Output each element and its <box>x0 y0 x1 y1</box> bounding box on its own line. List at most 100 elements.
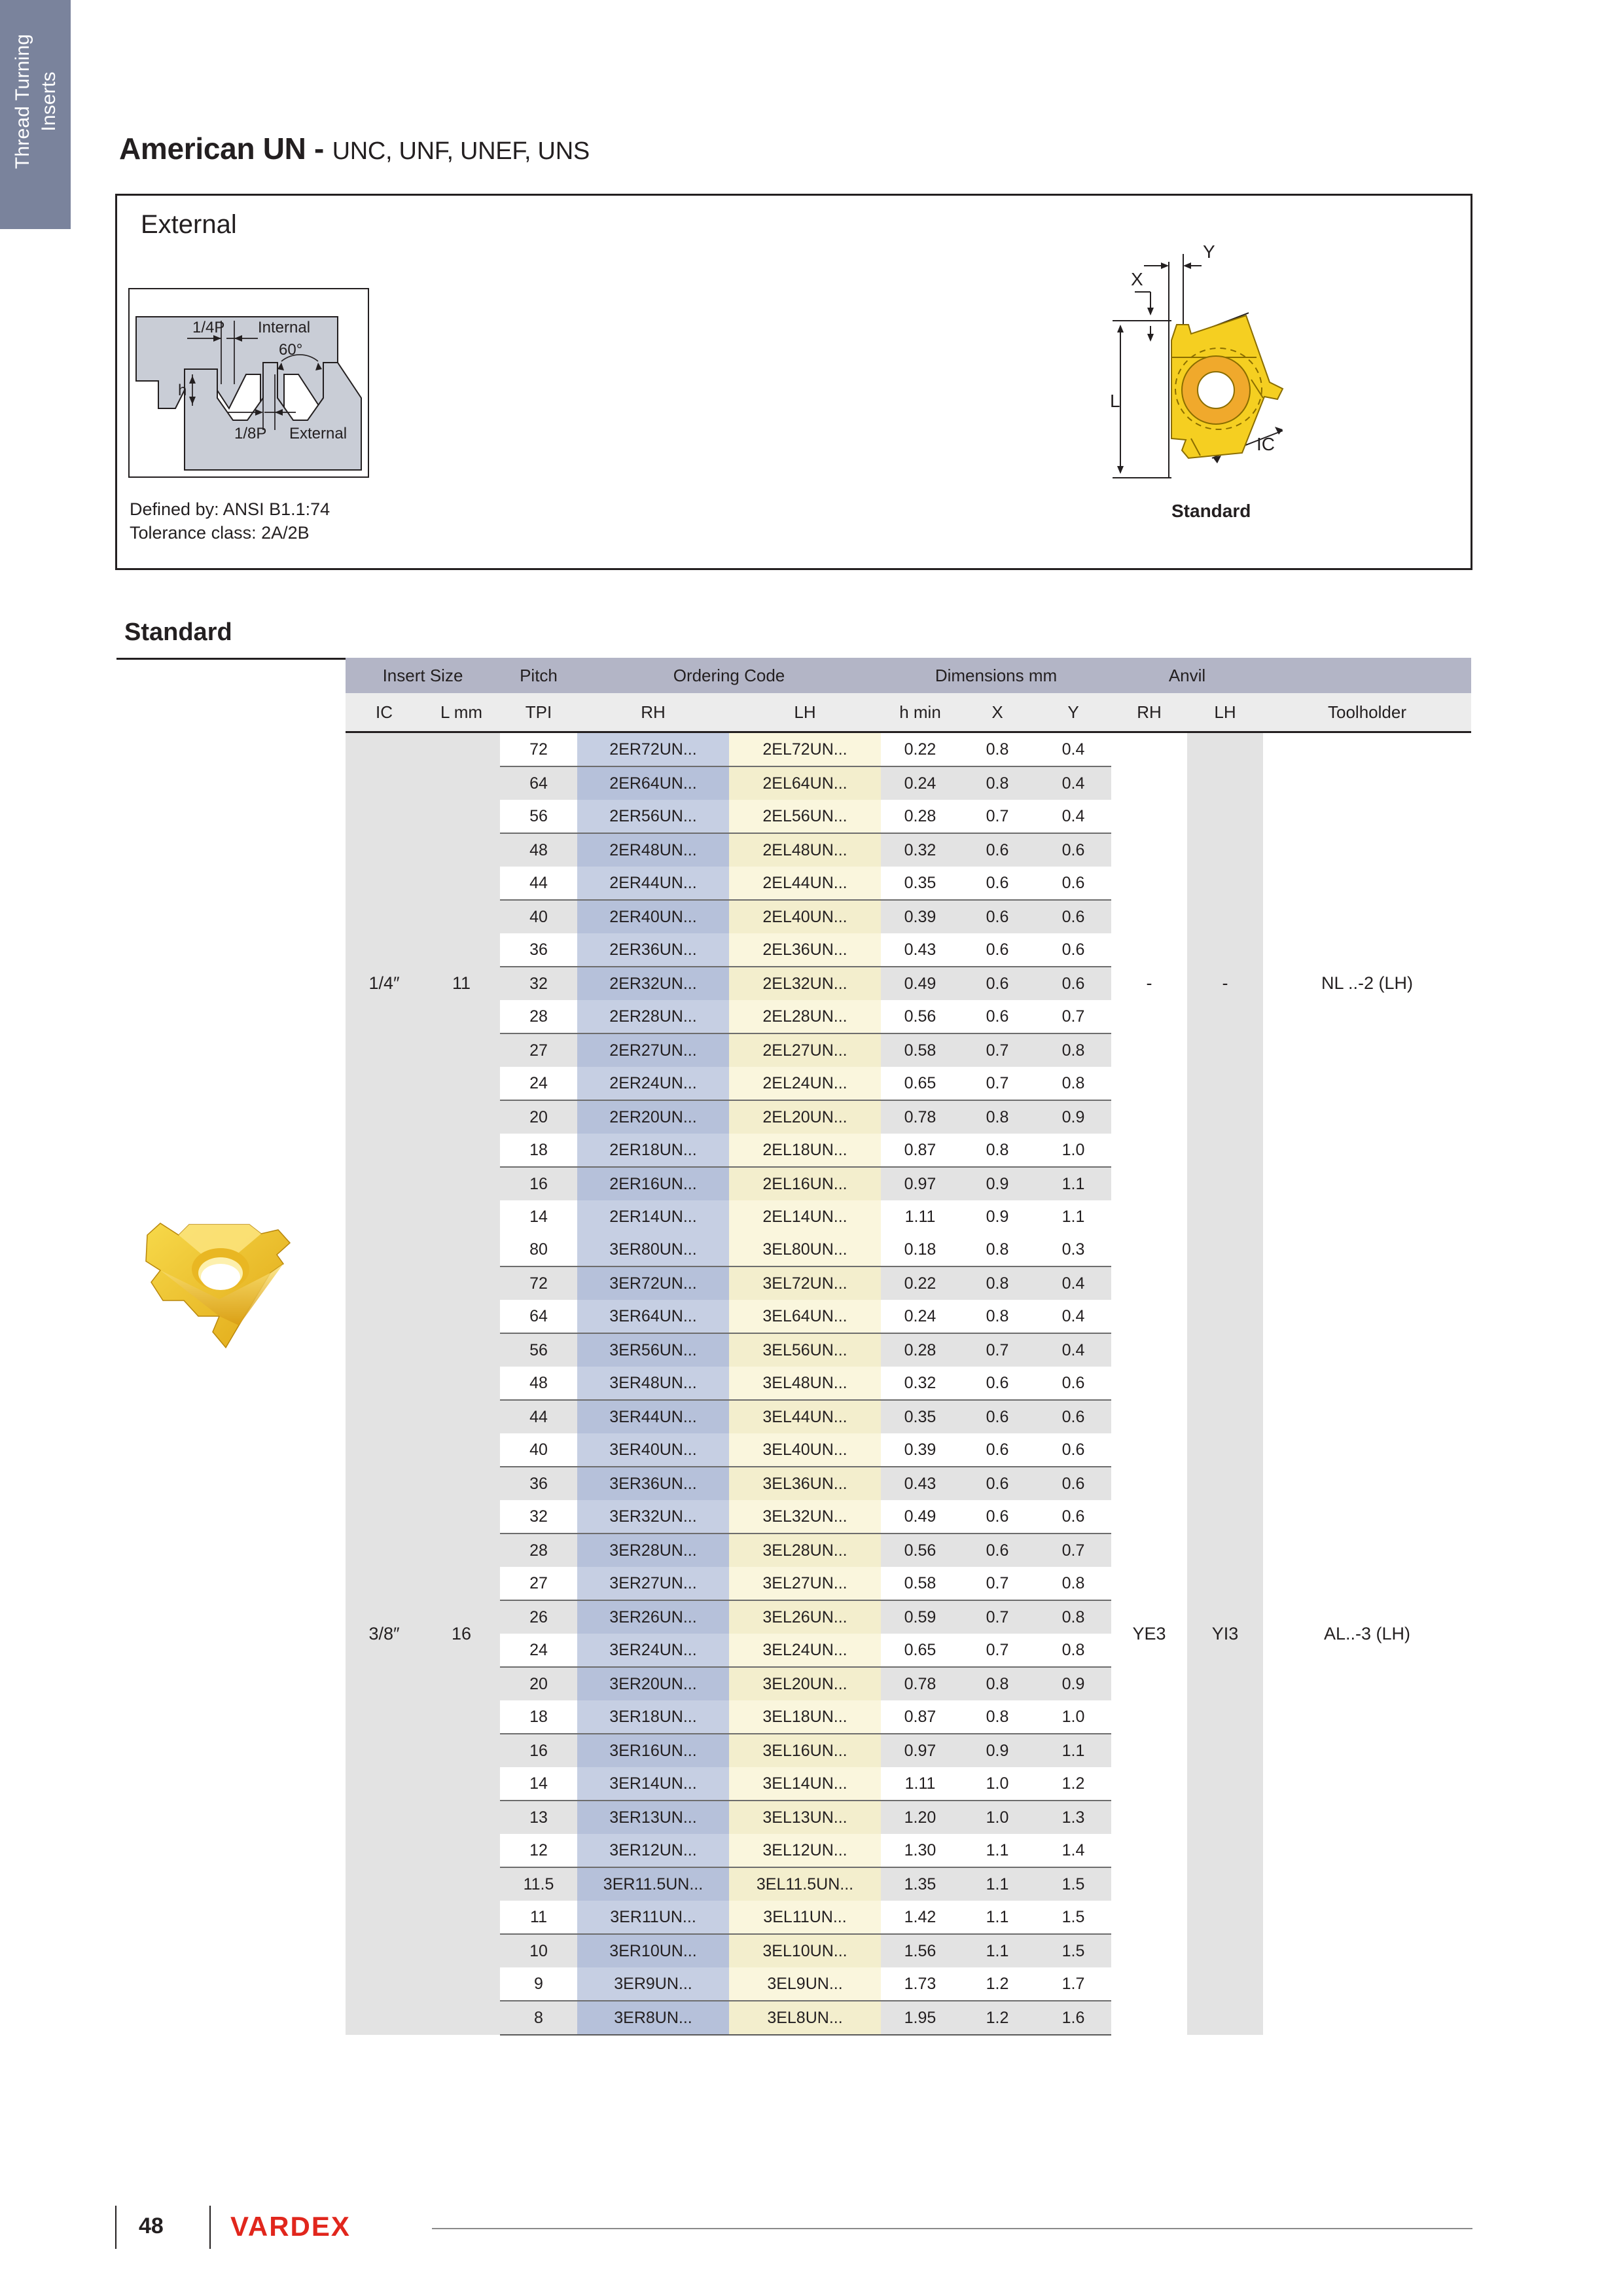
cell-ordering-code-lh: 2EL72UN... <box>729 732 881 767</box>
cell-ordering-code-rh: 3ER18UN... <box>577 1700 729 1734</box>
cell-tpi: 44 <box>500 867 577 901</box>
table-row: 72 3ER72UN... 3EL72UN... 0.22 0.8 0.4 <box>346 1266 1471 1300</box>
cell-ordering-code-rh: 3ER16UN... <box>577 1734 729 1767</box>
cell-dim-y: 0.6 <box>1035 867 1111 901</box>
table-row: 8 3ER8UN... 3EL8UN... 1.95 1.2 1.6 <box>346 2001 1471 2036</box>
table-row: 27 2ER27UN... 2EL27UN... 0.58 0.7 0.8 <box>346 1033 1471 1067</box>
table-row: 32 2ER32UN... 2EL32UN... 0.49 0.6 0.6 <box>346 967 1471 1000</box>
cell-dim-x: 0.8 <box>959 1700 1035 1734</box>
cell-ordering-code-lh: 3EL32UN... <box>729 1500 881 1534</box>
cell-dim-h-min: 0.35 <box>881 1400 959 1433</box>
cell-dim-y: 0.7 <box>1035 1534 1111 1567</box>
table-row: 56 3ER56UN... 3EL56UN... 0.28 0.7 0.4 <box>346 1333 1471 1367</box>
cell-ordering-code-rh: 2ER48UN... <box>577 833 729 867</box>
cell-tpi: 16 <box>500 1167 577 1200</box>
cell-insert-size-l: 11 <box>423 732 500 1233</box>
table-row: 40 2ER40UN... 2EL40UN... 0.39 0.6 0.6 <box>346 900 1471 933</box>
table-row: 16 2ER16UN... 2EL16UN... 0.97 0.9 1.1 <box>346 1167 1471 1200</box>
cell-ordering-code-lh: 3EL10UN... <box>729 1934 881 1967</box>
cell-dim-x: 0.8 <box>959 1300 1035 1334</box>
cell-ordering-code-rh: 3ER9UN... <box>577 1967 729 2001</box>
cell-tpi: 28 <box>500 1534 577 1567</box>
cell-dim-y: 0.6 <box>1035 1400 1111 1433</box>
cell-dim-h-min: 0.56 <box>881 1534 959 1567</box>
cell-ordering-code-lh: 3EL8UN... <box>729 2001 881 2036</box>
cell-dim-x: 0.6 <box>959 1400 1035 1433</box>
cell-tpi: 8 <box>500 2001 577 2036</box>
cell-ordering-code-lh: 3EL36UN... <box>729 1467 881 1500</box>
cell-dim-h-min: 0.22 <box>881 1266 959 1300</box>
cell-dim-x: 0.8 <box>959 1134 1035 1168</box>
cell-dim-x: 0.6 <box>959 1367 1035 1401</box>
cell-dim-h-min: 1.11 <box>881 1200 959 1233</box>
cell-ordering-code-lh: 3EL27UN... <box>729 1567 881 1601</box>
table-row: 18 3ER18UN... 3EL18UN... 0.87 0.8 1.0 <box>346 1700 1471 1734</box>
cell-dim-x: 0.8 <box>959 1233 1035 1267</box>
table-body: 1/4″ 11 72 2ER72UN... 2EL72UN... 0.22 0.8 0.4- -… <box>346 732 1471 2036</box>
cell-dim-y: 1.1 <box>1035 1167 1111 1200</box>
cell-ordering-code-rh: 3ER64UN... <box>577 1300 729 1334</box>
cell-ordering-code-lh: 3EL18UN... <box>729 1700 881 1734</box>
table-row: 14 3ER14UN... 3EL14UN... 1.11 1.0 1.2 <box>346 1767 1471 1801</box>
cell-ordering-code-lh: 3EL26UN... <box>729 1600 881 1634</box>
cell-tpi: 11.5 <box>500 1867 577 1901</box>
cell-dim-h-min: 0.78 <box>881 1100 959 1134</box>
section-tab: Thread Turning Inserts <box>0 0 71 229</box>
cell-ordering-code-lh: 3EL72UN... <box>729 1266 881 1300</box>
cell-dim-y: 1.3 <box>1035 1801 1111 1834</box>
cell-dim-y: 0.8 <box>1035 1067 1111 1101</box>
cell-dim-x: 0.6 <box>959 867 1035 901</box>
cell-tpi: 28 <box>500 1000 577 1034</box>
cell-ordering-code-rh: 3ER20UN... <box>577 1667 729 1700</box>
cell-tpi: 24 <box>500 1634 577 1668</box>
section-heading-standard: Standard <box>124 619 232 646</box>
external-panel-title: External <box>141 210 237 239</box>
cell-tpi: 26 <box>500 1600 577 1634</box>
cell-dim-h-min: 0.65 <box>881 1634 959 1668</box>
cell-ordering-code-lh: 3EL80UN... <box>729 1233 881 1267</box>
cell-dim-x: 0.7 <box>959 1600 1035 1634</box>
cell-ordering-code-lh: 3EL48UN... <box>729 1367 881 1401</box>
cell-ordering-code-rh: 2ER28UN... <box>577 1000 729 1034</box>
cell-dim-h-min: 0.49 <box>881 967 959 1000</box>
cell-tpi: 80 <box>500 1233 577 1267</box>
cell-ordering-code-rh: 2ER44UN... <box>577 867 729 901</box>
group-header-pitch: Pitch <box>500 658 577 693</box>
cell-dim-x: 1.1 <box>959 1901 1035 1935</box>
table-row: 24 3ER24UN... 3EL24UN... 0.65 0.7 0.8 <box>346 1634 1471 1668</box>
cell-dim-y: 1.5 <box>1035 1901 1111 1935</box>
cell-tpi: 20 <box>500 1667 577 1700</box>
cell-ordering-code-rh: 2ER20UN... <box>577 1100 729 1134</box>
profile-label-internal: Internal <box>258 319 310 336</box>
insert-product-svg <box>145 1223 291 1349</box>
insert-label-y: Y <box>1203 242 1215 262</box>
table-row: 40 3ER40UN... 3EL40UN... 0.39 0.6 0.6 <box>346 1433 1471 1467</box>
table-row: 28 2ER28UN... 2EL28UN... 0.56 0.6 0.7 <box>346 1000 1471 1034</box>
table-row: 3/8″ 16 80 3ER80UN... 3EL80UN... 0.18 0.8 0.3 YE… <box>346 1233 1471 2035</box>
cell-ordering-code-rh: 3ER56UN... <box>577 1333 729 1367</box>
cell-dim-h-min: 0.35 <box>881 867 959 901</box>
cell-dim-y: 0.4 <box>1035 800 1111 834</box>
profile-label-h: h <box>178 382 187 399</box>
cell-insert-size-ic: 1/4″ <box>346 732 423 1233</box>
cell-tpi: 18 <box>500 1700 577 1734</box>
table-row: 44 2ER44UN... 2EL44UN... 0.35 0.6 0.6 <box>346 867 1471 901</box>
cell-ordering-code-lh: 2EL48UN... <box>729 833 881 867</box>
cell-ordering-code-lh: 3EL9UN... <box>729 1967 881 2001</box>
insert-label-l: L <box>1110 391 1120 411</box>
cell-dim-x: 0.8 <box>959 1100 1035 1134</box>
cell-tpi: 12 <box>500 1834 577 1868</box>
cell-dim-y: 0.4 <box>1035 1266 1111 1300</box>
cell-toolholder: AL..-3 (LH) <box>1263 1233 1471 2035</box>
table-row: 11 3ER11UN... 3EL11UN... 1.42 1.1 1.5 <box>346 1901 1471 1935</box>
page-title-dash: - <box>306 132 332 166</box>
cell-tpi: 16 <box>500 1734 577 1767</box>
table-row: 1/4″ 11 72 2ER72UN... 2EL72UN... 0.22 0.8 0.4- -… <box>346 732 1471 1233</box>
table-row: 9 3ER9UN... 3EL9UN... 1.73 1.2 1.7 <box>346 1967 1471 2001</box>
footer-left-rule <box>115 2206 116 2249</box>
thread-profile-diagram: 1/4P Internal 60° h 1/8P External <box>128 288 369 478</box>
section-tab-line2: Inserts <box>38 71 60 132</box>
cell-tpi: 9 <box>500 1967 577 2001</box>
cell-ordering-code-lh: 2EL36UN... <box>729 933 881 967</box>
cell-dim-x: 0.7 <box>959 1067 1035 1101</box>
